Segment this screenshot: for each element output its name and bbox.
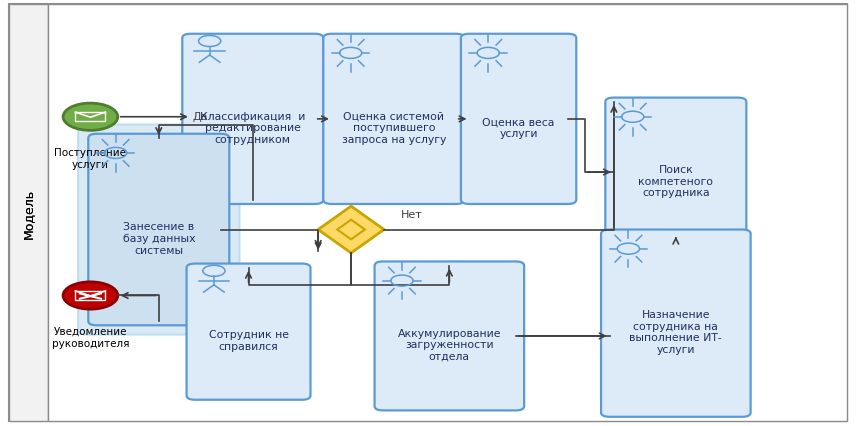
- Text: Модель: Модель: [21, 188, 34, 238]
- FancyBboxPatch shape: [88, 135, 229, 325]
- FancyBboxPatch shape: [48, 5, 847, 421]
- FancyBboxPatch shape: [601, 230, 751, 417]
- FancyBboxPatch shape: [9, 5, 847, 421]
- Text: Аккумулирование
загруженности
отдела: Аккумулирование загруженности отдела: [398, 328, 501, 361]
- Text: Модель: Модель: [21, 188, 34, 238]
- Text: Занесение в
базу данных
системы: Занесение в базу данных системы: [122, 222, 195, 255]
- Text: Да: Да: [193, 112, 209, 122]
- FancyBboxPatch shape: [375, 262, 524, 410]
- Text: Оценка веса
услуги: Оценка веса услуги: [483, 117, 555, 139]
- Text: Уведомление
руководителя: Уведомление руководителя: [51, 326, 129, 348]
- Text: Назначение
сотрудника на
выполнение ИТ-
услуги: Назначение сотрудника на выполнение ИТ- …: [629, 310, 722, 354]
- FancyBboxPatch shape: [461, 35, 576, 204]
- Polygon shape: [318, 207, 384, 253]
- FancyBboxPatch shape: [605, 98, 746, 247]
- FancyBboxPatch shape: [9, 5, 48, 421]
- FancyBboxPatch shape: [187, 264, 311, 400]
- FancyBboxPatch shape: [182, 35, 324, 204]
- FancyBboxPatch shape: [78, 125, 240, 335]
- Text: Оценка системой
поступившего
запроса на услугу: Оценка системой поступившего запроса на …: [342, 112, 446, 145]
- Text: Сотрудник не
справился: Сотрудник не справился: [209, 330, 288, 351]
- FancyBboxPatch shape: [324, 35, 464, 204]
- Text: Поступление
услуги: Поступление услуги: [55, 148, 127, 170]
- FancyBboxPatch shape: [75, 291, 105, 300]
- Text: Нет: Нет: [401, 210, 423, 219]
- Circle shape: [63, 282, 118, 309]
- FancyBboxPatch shape: [75, 113, 105, 122]
- Circle shape: [63, 104, 118, 131]
- Text: Классификация  и
редактирование
сотрудником: Классификация и редактирование сотрудник…: [200, 112, 306, 145]
- Text: Поиск
компетеного
сотрудника: Поиск компетеного сотрудника: [639, 164, 713, 198]
